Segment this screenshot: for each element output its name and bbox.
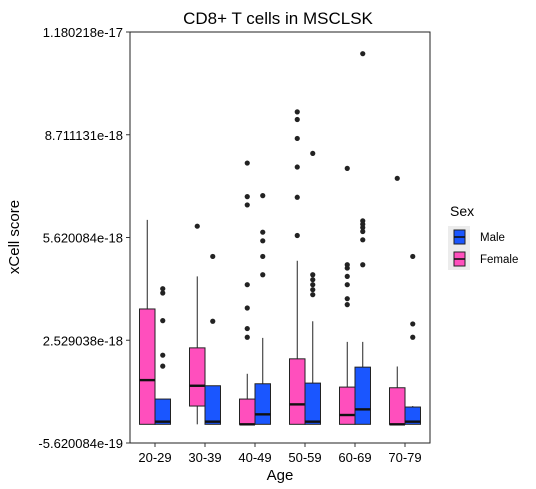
x-tick-label: 50-59 (288, 450, 321, 465)
female-box-50-59 (289, 109, 306, 425)
legend: Sex Male Female (448, 203, 518, 270)
male-outlier-point (160, 352, 166, 358)
female-outlier-point (344, 296, 350, 302)
x-axis-label: Age (267, 467, 294, 484)
female-outlier-point (294, 135, 300, 142)
x-axis: 20-29 30-39 40-49 50-59 60-69 70-79 (138, 443, 422, 465)
male-box-30-39 (204, 253, 221, 425)
male-box-50-59 (304, 150, 321, 425)
male-box-70-79 (404, 253, 421, 425)
male-outlier-point (160, 363, 166, 369)
male-outlier-point (360, 218, 366, 224)
female-outlier-point (244, 325, 250, 332)
female-box-rect (389, 387, 406, 425)
female-outlier-point (294, 116, 300, 123)
female-box-rect (139, 308, 156, 425)
female-outlier-point (344, 165, 350, 171)
legend-title: Sex (450, 203, 474, 219)
female-outlier-point (244, 194, 250, 200)
female-box-60-69 (339, 165, 356, 425)
legend-label-female: Female (480, 254, 518, 266)
x-tick-label: 40-49 (238, 450, 271, 465)
male-outlier-point (210, 253, 216, 260)
female-outlier-point (344, 273, 350, 279)
female-box-30-39 (189, 223, 206, 425)
x-tick-label: 70-79 (388, 450, 421, 465)
male-outlier-point (360, 262, 366, 268)
male-outlier-point (260, 193, 266, 199)
female-box-40-49 (239, 160, 256, 426)
male-outlier-point (260, 238, 266, 244)
male-box-20-29 (154, 286, 171, 425)
box-series (139, 51, 421, 426)
male-outlier-point (410, 321, 416, 327)
female-box-rect (239, 398, 256, 425)
female-box-20-29 (139, 219, 156, 425)
male-box-rect (354, 366, 371, 425)
female-outlier-point (244, 160, 250, 166)
legend-label-male: Male (480, 232, 505, 244)
male-outlier-point (360, 228, 366, 235)
y-axis: -5.620084e-19 2.529038e-18 5.620084e-18 8.7… (38, 25, 130, 451)
female-box-rect (339, 386, 356, 425)
male-box-rect (254, 383, 271, 425)
male-box-rect (204, 385, 221, 425)
female-box-rect (289, 358, 306, 425)
y-tick-label: 8.711131e-18 (45, 128, 123, 143)
male-outlier-point (310, 287, 316, 293)
male-box-rect (304, 382, 321, 425)
female-box-rect (189, 347, 206, 407)
male-outlier-point (210, 318, 216, 324)
male-box-60-69 (354, 51, 371, 425)
male-box-rect (404, 406, 421, 425)
y-tick-label: 1.180218e-17 (43, 25, 123, 40)
female-outlier-point (294, 232, 300, 239)
male-outlier-point (310, 282, 316, 288)
x-tick-label: 20-29 (138, 450, 171, 465)
male-outlier-point (410, 253, 416, 260)
male-outlier-point (360, 237, 366, 243)
female-outlier-point (394, 175, 400, 181)
male-outlier-point (260, 253, 266, 260)
y-tick-label: -5.620084e-19 (38, 436, 123, 451)
female-outlier-point (194, 223, 200, 229)
male-outlier-point (310, 150, 316, 157)
male-outlier-point (360, 51, 366, 57)
male-box-rect (154, 398, 171, 425)
y-axis-label: xCell score (6, 200, 23, 274)
male-outlier-point (310, 272, 316, 278)
female-outlier-point (344, 302, 350, 308)
male-outlier-point (160, 290, 166, 296)
male-outlier-point (410, 334, 416, 340)
x-tick-label: 30-39 (188, 450, 221, 465)
x-tick-label: 60-69 (338, 450, 371, 465)
male-box-40-49 (254, 193, 271, 425)
female-box-70-79 (389, 175, 406, 426)
y-tick-label: 2.529038e-18 (43, 333, 123, 348)
female-outlier-point (344, 262, 350, 268)
male-outlier-point (260, 229, 266, 235)
female-outlier-point (294, 194, 300, 200)
female-outlier-point (294, 109, 300, 115)
male-outlier-point (260, 272, 266, 278)
female-outlier-point (344, 282, 350, 288)
plot-panel (129, 31, 431, 444)
male-outlier-point (310, 292, 316, 298)
female-outlier-point (244, 282, 250, 288)
male-outlier-point (310, 277, 316, 283)
male-outlier-point (160, 318, 166, 324)
legend-items: Male Female (448, 226, 518, 270)
female-outlier-point (244, 305, 250, 311)
male-outlier-point (160, 286, 166, 292)
female-outlier-point (244, 334, 250, 340)
female-outlier-point (294, 164, 300, 170)
y-tick-label: 5.620084e-18 (43, 231, 123, 246)
female-outlier-point (244, 202, 250, 208)
chart-title: CD8+ T cells in MSCLSK (183, 9, 373, 28)
